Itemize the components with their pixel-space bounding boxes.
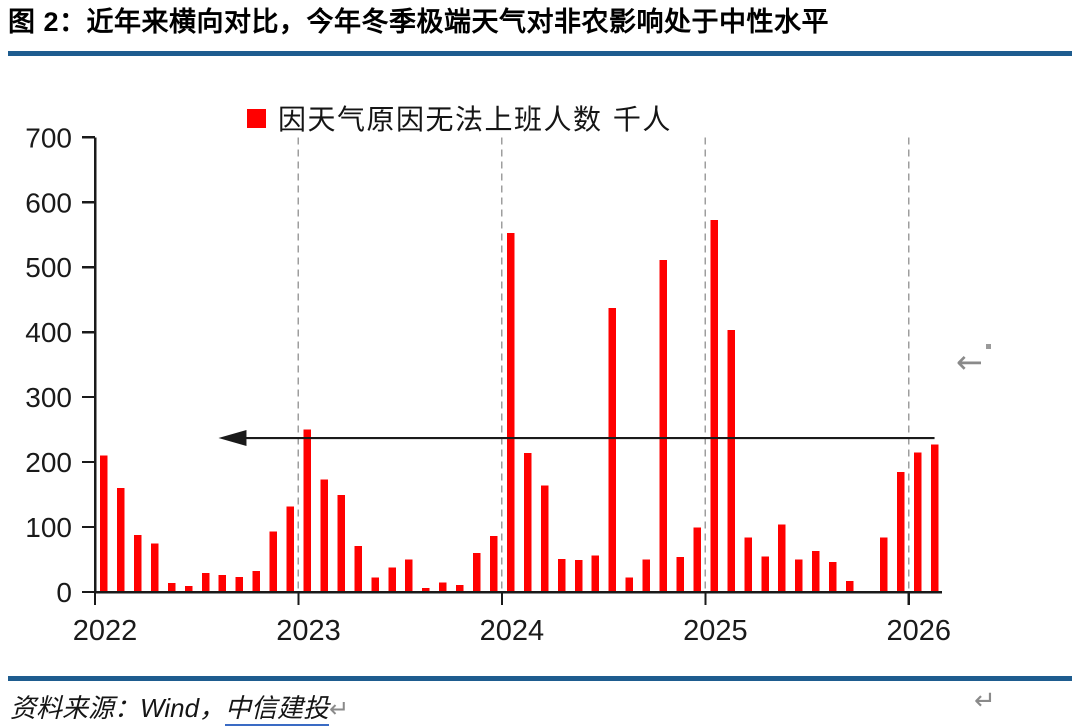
bar-2025-05 xyxy=(778,524,786,592)
bar-2023-11 xyxy=(473,553,481,592)
bar-2022-12 xyxy=(286,506,295,592)
bar-2023-12 xyxy=(489,536,498,592)
bar-2022-04 xyxy=(150,543,159,592)
bar-2025-02 xyxy=(727,330,735,592)
bar-2023-04 xyxy=(354,545,362,592)
bar-2022-08 xyxy=(218,575,227,592)
bar-2024-02 xyxy=(523,452,532,592)
legend-red-square-icon xyxy=(247,108,266,128)
bar-2023-03 xyxy=(337,495,345,592)
bar-2025-06 xyxy=(795,559,803,592)
title-divider-rule xyxy=(8,51,1072,56)
chart-legend: 因天气原因无法上班人数 千人 xyxy=(247,98,672,138)
anchor-dot-icon xyxy=(985,344,991,349)
legend-label: 因天气原因无法上班人数 千人 xyxy=(278,103,672,136)
footer-divider-rule xyxy=(8,676,1072,681)
x-tick-label-2024: 2024 xyxy=(480,615,545,647)
return-mark-mid-right: ← xyxy=(956,343,991,381)
bar-2025-03 xyxy=(744,537,752,592)
bar-2024-07 xyxy=(608,308,617,592)
figure-title: 图 2：近年来横向对比，今年冬季极端天气对非农影响处于中性水平 xyxy=(8,7,830,37)
bar-2024-06 xyxy=(591,555,600,592)
y-tick-label-200: 200 xyxy=(25,447,72,478)
x-tick-label-2026: 2026 xyxy=(887,615,952,647)
bar-2023-06 xyxy=(388,567,396,592)
bar-2023-08 xyxy=(422,588,430,592)
bar-2025-12 xyxy=(896,471,905,592)
bar-2022-03 xyxy=(133,534,142,592)
bar-2025-07 xyxy=(812,551,820,592)
y-tick-label-600: 600 xyxy=(25,187,72,218)
bar-2024-10 xyxy=(659,260,668,592)
bar-2024-01 xyxy=(506,232,515,593)
source-line: 资料来源：Wind，中信建投↵ xyxy=(10,688,350,726)
bar-2025-01 xyxy=(710,219,718,592)
bar-2023-10 xyxy=(456,584,464,592)
bar-2025-09 xyxy=(846,580,854,592)
source-vendor: Wind xyxy=(140,693,200,723)
bar-2026-01 xyxy=(913,452,922,592)
bar-2023-09 xyxy=(439,582,447,592)
bar-2022-01 xyxy=(100,455,108,592)
bar-2024-03 xyxy=(540,485,549,592)
source-publisher-link[interactable]: 中信建投 xyxy=(225,694,330,726)
y-tick-label-500: 500 xyxy=(25,252,72,283)
bar-2024-04 xyxy=(557,558,566,592)
bar-2022-11 xyxy=(269,531,278,592)
bar-2024-09 xyxy=(642,559,651,592)
bar-2022-10 xyxy=(252,571,261,592)
bar-2022-09 xyxy=(235,577,244,592)
left-arrow-icon: ← xyxy=(956,343,983,381)
bar-2023-07 xyxy=(405,559,413,592)
y-tick-label-0: 0 xyxy=(56,577,72,608)
bar-2023-05 xyxy=(371,577,379,592)
y-tick-label-400: 400 xyxy=(25,317,72,348)
bar-2023-02 xyxy=(320,479,328,592)
return-mark-bottom-right: ↵ xyxy=(974,686,996,716)
bar-2022-06 xyxy=(184,586,193,592)
bar-2025-04 xyxy=(761,556,769,592)
source-prefix: 资料来源： xyxy=(10,694,141,724)
source-comma: ， xyxy=(199,694,226,724)
y-tick-label-100: 100 xyxy=(25,512,72,543)
annotation-arrowhead xyxy=(218,430,247,447)
bar-2026-02 xyxy=(930,444,939,592)
bar-2022-05 xyxy=(167,582,176,592)
bar-2024-05 xyxy=(574,560,583,592)
bar-2025-08 xyxy=(829,562,837,592)
bar-2024-08 xyxy=(625,577,634,592)
x-tick-label-2022: 2022 xyxy=(73,615,138,647)
y-tick-label-300: 300 xyxy=(25,382,72,413)
x-tick-label-2025: 2025 xyxy=(683,615,748,647)
line-break-mark-icon: ↵ xyxy=(329,695,350,723)
bar-2022-07 xyxy=(201,573,210,592)
bar-2024-11 xyxy=(676,556,684,592)
x-tick-label-2023: 2023 xyxy=(276,615,341,647)
bar-2023-01 xyxy=(303,429,311,592)
y-tick-label-700: 700 xyxy=(25,122,72,153)
bar-2025-11 xyxy=(879,537,888,592)
bar-2024-12 xyxy=(693,527,701,592)
bar-2022-02 xyxy=(117,488,125,592)
